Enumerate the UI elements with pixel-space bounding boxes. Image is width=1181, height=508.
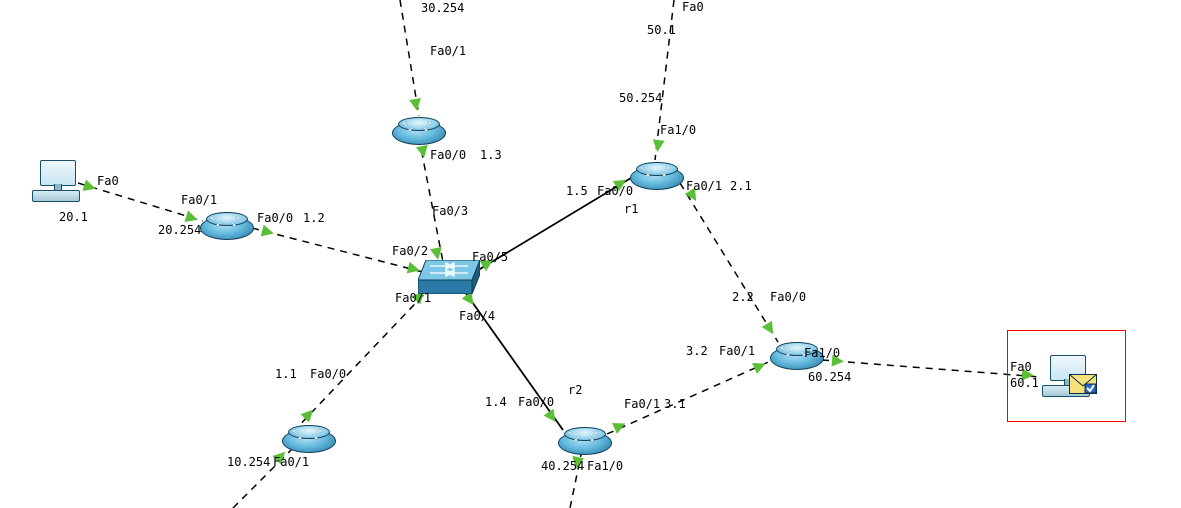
port-label: 30.254 (421, 1, 464, 15)
port-label: 1.5 (566, 184, 588, 198)
port-label: Fa0/2 (392, 244, 428, 258)
port-label: Fa0 (1010, 360, 1032, 374)
port-label: Fa0/0 (430, 148, 466, 162)
port-label: 40.254 (541, 459, 584, 473)
diagram-stage: 30.254 Fa0/1 Fa0/0 1.3 Fa0/3 Fa0 Fa0/1 20.1 20.2… (0, 0, 1181, 508)
port-label: Fa1/0 (587, 459, 623, 473)
port-label: Fa0 (682, 0, 704, 14)
port-label: Fa0/1 (686, 179, 722, 193)
port-label: Fa0/0 (597, 184, 633, 198)
port-label: Fa0/3 (432, 204, 468, 218)
port-label: 3.2 (686, 344, 708, 358)
port-label: Fa1/0 (804, 346, 840, 360)
port-label: Fa0/1 (273, 455, 309, 469)
port-label: Fa0/4 (459, 309, 495, 323)
port-label: 2.2 (732, 290, 754, 304)
router_top[interactable]: ↖ ↗ ↙ ↘ (392, 115, 446, 151)
port-label: Fa0/0 (770, 290, 806, 304)
device-label: r1 (624, 202, 638, 216)
port-label: Fa0/1 (395, 291, 431, 305)
port-label: Fa0/5 (472, 250, 508, 264)
envelope-icon (1069, 374, 1097, 394)
port-label: 1.3 (480, 148, 502, 162)
router_r2[interactable]: ↖ ↗ ↙ ↘ (558, 425, 612, 461)
port-label: Fa0/1 (719, 344, 755, 358)
router_bottomleft[interactable]: ↖ ↗ ↙ ↘ (282, 423, 336, 459)
port-label: Fa1/0 (660, 123, 696, 137)
port-label: 20.1 (59, 210, 88, 224)
port-label: Fa0 (97, 174, 119, 188)
port-label: 1.2 (303, 211, 325, 225)
router_left[interactable]: ↖ ↗ ↙ ↘ (200, 210, 254, 246)
port-label: 60.254 (808, 370, 851, 384)
switch-center[interactable] (418, 260, 480, 294)
port-label: Fa0/0 (257, 211, 293, 225)
port-label: 10.254 (227, 455, 270, 469)
port-label: Fa0/0 (310, 367, 346, 381)
port-label: Fa0/1 (181, 193, 217, 207)
pc_left[interactable] (30, 160, 80, 204)
port-label: 1.1 (275, 367, 297, 381)
port-label: Fa0/1 (430, 44, 466, 58)
port-label: Fa0/1 (624, 397, 660, 411)
port-label: 3.1 (664, 397, 686, 411)
device-label: r2 (568, 383, 582, 397)
port-label: 20.254 (158, 223, 201, 237)
router_r1[interactable]: ↖ ↗ ↙ ↘ (630, 160, 684, 196)
port-label: Fa0/0 (518, 395, 554, 409)
port-label: 2.1 (730, 179, 752, 193)
port-label: 1.4 (485, 395, 507, 409)
port-label: 50.1 (647, 23, 676, 37)
port-label: 50.254 (619, 91, 662, 105)
port-label: 60.1 (1010, 376, 1039, 390)
